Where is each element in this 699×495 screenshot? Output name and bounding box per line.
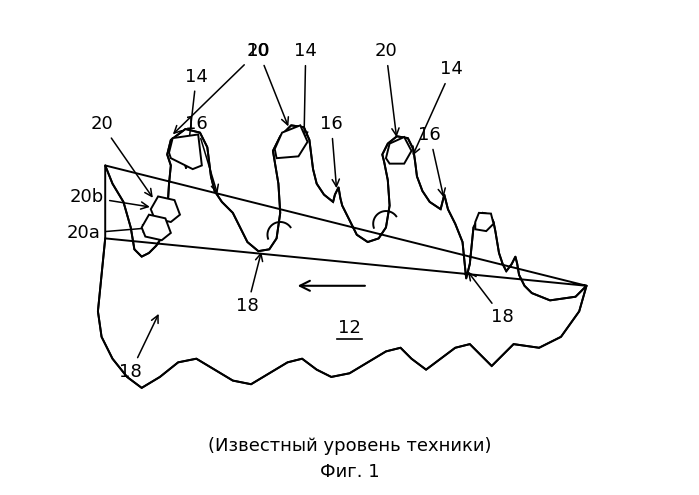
Text: 16: 16 <box>320 115 343 187</box>
Text: 18: 18 <box>469 273 514 326</box>
Text: 20b: 20b <box>70 188 148 209</box>
Text: 20: 20 <box>375 42 399 136</box>
Text: 20: 20 <box>247 42 289 125</box>
Text: 10: 10 <box>174 42 270 133</box>
Text: 16: 16 <box>185 115 218 192</box>
Text: 20a: 20a <box>66 224 150 243</box>
Text: 14: 14 <box>183 68 208 168</box>
Polygon shape <box>475 213 493 231</box>
Text: 14: 14 <box>413 60 463 154</box>
Polygon shape <box>142 215 171 240</box>
Text: 20: 20 <box>90 115 152 197</box>
Text: 18: 18 <box>120 315 158 381</box>
Polygon shape <box>275 125 308 158</box>
Text: 18: 18 <box>236 253 263 315</box>
Text: 12: 12 <box>338 319 361 337</box>
Polygon shape <box>169 135 202 169</box>
Text: 16: 16 <box>418 126 445 196</box>
Polygon shape <box>98 125 586 388</box>
Text: (Известный уровень техники): (Известный уровень техники) <box>208 437 491 455</box>
Text: Фиг. 1: Фиг. 1 <box>319 463 380 481</box>
Text: 14: 14 <box>294 42 317 139</box>
Polygon shape <box>386 137 412 164</box>
Polygon shape <box>151 197 180 222</box>
